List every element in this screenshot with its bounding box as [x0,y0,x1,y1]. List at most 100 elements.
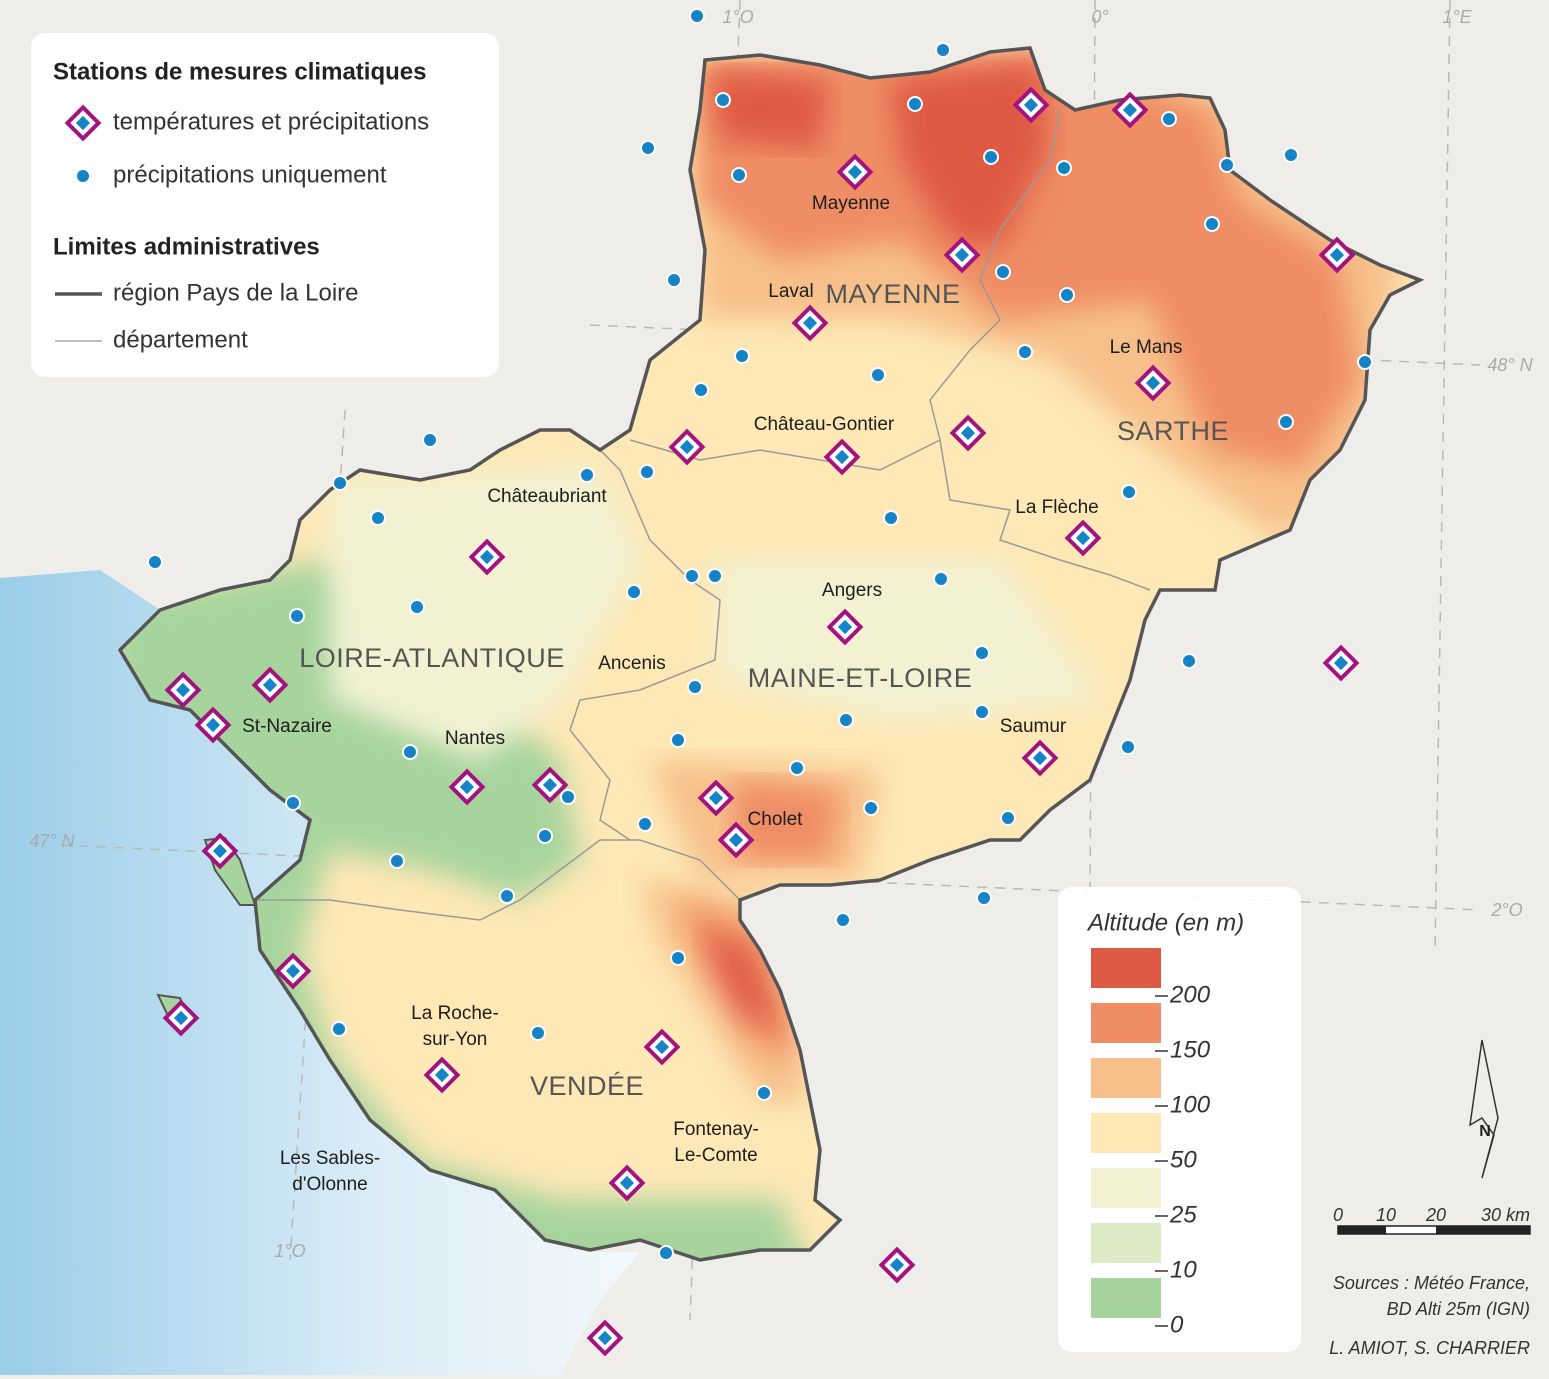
graticule-label: 1°O [274,1241,305,1261]
station-precipitation [285,795,301,811]
diamond-inner [1122,102,1138,118]
city-label: Châteaubriant [487,486,607,507]
station-precipitation [789,760,805,776]
station-precipitation [684,568,700,584]
station-precipitation [715,92,731,108]
altitude-tick-label: 150 [1170,1036,1211,1063]
legend-item: températures et précipitations [113,108,429,135]
altitude-tick-label: 200 [1169,981,1211,1008]
scale-bar-segment [1338,1226,1386,1234]
diamond-inner [837,619,853,635]
station-temperature-precipitation [668,428,706,466]
highland [890,60,1050,250]
altitude-tick-label: 10 [1170,1256,1197,1283]
diamond-inner [847,164,863,180]
source: BD Alti 25m (IGN) [1387,1299,1530,1319]
altitude-class [1091,1113,1161,1153]
station-temperature-precipitation [1318,236,1356,274]
station-temperature-precipitation [1012,86,1050,124]
department-boundary [939,439,1151,591]
station-temperature-precipitation [1064,519,1102,557]
station-precipitation [1121,484,1137,500]
station-precipitation [734,348,750,364]
station-temperature-precipitation [164,671,202,709]
diamond-inner [708,790,724,806]
diamond-inner [679,439,695,455]
hills [730,780,840,860]
station-precipitation [422,432,438,448]
legend-title: Limites administratives [53,233,320,260]
department-label: VENDÉE [530,1071,644,1101]
lowland [720,560,1100,720]
station-temperature-precipitation [274,952,312,990]
station-precipitation [1278,414,1294,430]
city-label: Le-Comte [674,1145,757,1166]
city-label: Ancenis [598,653,666,674]
highland [700,930,780,1030]
station-precipitation [1161,111,1177,127]
station-precipitation [1357,354,1373,370]
station-precipitation [756,1085,772,1101]
station-temperature-precipitation [1322,644,1360,682]
station-temperature-precipitation [194,706,232,744]
region-boundary [117,46,1425,1262]
station-precipitation [332,475,348,491]
station-precipitation [1283,147,1299,163]
station-temperature-precipitation [64,104,102,142]
diamond-inner [728,832,744,848]
diamond-inner [1333,655,1349,671]
diamond-inner [1023,97,1039,113]
diamond-inner [1329,247,1345,263]
diamond-inner [459,779,475,795]
station-precipitation [707,568,723,584]
altitude-class [1091,1223,1161,1263]
diamond-inner [1075,530,1091,546]
station-precipitation [640,140,656,156]
highland [710,70,830,150]
diamond-inner [834,449,850,465]
scale-label: 0 [1333,1205,1343,1225]
station-precipitation [974,645,990,661]
graticule-label: 2°O [1490,900,1522,920]
station-temperature-precipitation [1111,91,1149,129]
station-precipitation [289,608,305,624]
station-precipitation [693,382,709,398]
station-temperature-precipitation [943,236,981,274]
station-precipitation [1017,344,1033,360]
city-label: Les Sables- [280,1148,380,1169]
station-precipitation [670,732,686,748]
altitude-tick-label: 50 [1170,1146,1197,1173]
relief [120,50,1400,1260]
station-temperature-precipitation [826,608,864,646]
station-temperature-precipitation [586,1319,624,1357]
station-temperature-precipitation [531,766,569,804]
city-label: Nantes [445,728,505,749]
station-precipitation [835,912,851,928]
station-precipitation [731,167,747,183]
graticule-line [1434,0,1451,951]
station-precipitation [689,8,705,24]
department-boundary [629,109,1061,471]
station-temperature-precipitation [201,832,239,870]
department-boundary [569,449,721,841]
station-precipitation [402,744,418,760]
north-arrow [1469,1039,1499,1179]
department-label: LOIRE-ATLANTIQUE [299,643,565,673]
city-label: Angers [822,580,882,601]
diamond-inner [205,717,221,733]
station-precipitation [1219,157,1235,173]
sea [0,570,640,1375]
altitude-class [1091,1003,1161,1043]
hills [700,50,1360,470]
diamond-inner [654,1039,670,1055]
station-precipitation [409,599,425,615]
graticule-label: 1°E [1442,7,1472,27]
station-precipitation [870,367,886,383]
diamond-inner [1032,750,1048,766]
city-label: d'Olonne [292,1174,367,1195]
legend-box [31,33,499,377]
station-temperature-precipitation [878,1246,916,1284]
city-label: Mayenne [812,193,890,214]
station-precipitation [75,168,91,184]
source: Sources : Météo France, [1333,1273,1530,1293]
